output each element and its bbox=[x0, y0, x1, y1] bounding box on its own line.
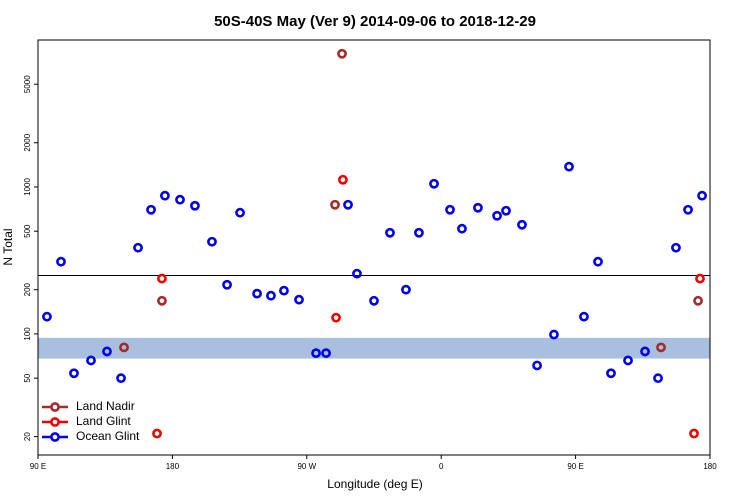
point bbox=[343, 199, 353, 210]
point bbox=[457, 223, 467, 234]
point bbox=[697, 190, 707, 201]
point bbox=[689, 428, 699, 439]
point bbox=[653, 373, 663, 384]
point bbox=[352, 268, 362, 279]
x-tick-label: 90 E bbox=[567, 462, 583, 471]
y-tick-label: 1000 bbox=[23, 178, 32, 196]
legend-marker bbox=[50, 432, 60, 442]
band bbox=[38, 337, 710, 359]
point bbox=[501, 205, 511, 216]
point bbox=[695, 273, 705, 284]
point bbox=[311, 348, 321, 359]
y-tick-label: 50 bbox=[23, 373, 32, 382]
point bbox=[56, 256, 66, 267]
y-tick-label: 20 bbox=[23, 432, 32, 441]
point bbox=[337, 48, 347, 59]
point bbox=[445, 204, 455, 215]
point bbox=[266, 290, 276, 301]
point bbox=[683, 204, 693, 215]
point bbox=[119, 342, 129, 353]
x-tick-label: 180 bbox=[703, 462, 717, 471]
legend-label: Ocean Glint bbox=[76, 429, 140, 443]
point bbox=[152, 428, 162, 439]
point bbox=[385, 227, 395, 238]
point bbox=[338, 174, 348, 185]
point bbox=[252, 288, 262, 299]
point bbox=[401, 284, 411, 295]
point bbox=[549, 329, 559, 340]
y-tick-label: 500 bbox=[23, 224, 32, 238]
y-axis-label: N Total bbox=[1, 228, 15, 265]
point bbox=[606, 368, 616, 379]
point bbox=[656, 342, 666, 353]
point bbox=[42, 311, 52, 322]
point bbox=[623, 355, 633, 366]
y-tick-label: 2000 bbox=[23, 133, 32, 151]
point bbox=[532, 360, 542, 371]
x-tick-label: 90 E bbox=[30, 462, 46, 471]
point bbox=[207, 236, 217, 247]
legend-marker bbox=[50, 417, 60, 427]
x-axis-label: Longitude (deg E) bbox=[327, 477, 422, 491]
point bbox=[160, 190, 170, 201]
point bbox=[235, 207, 245, 218]
point bbox=[157, 295, 167, 306]
point bbox=[429, 178, 439, 189]
point bbox=[294, 294, 304, 305]
point bbox=[517, 219, 527, 230]
plot-frame bbox=[37, 39, 711, 456]
x-tick-label: 90 W bbox=[297, 462, 316, 471]
point bbox=[593, 256, 603, 267]
point bbox=[102, 346, 112, 357]
point bbox=[279, 285, 289, 296]
point bbox=[133, 242, 143, 253]
point bbox=[671, 242, 681, 253]
point bbox=[564, 161, 574, 172]
y-tick-label: 100 bbox=[23, 327, 32, 341]
y-tick-label: 200 bbox=[23, 282, 32, 296]
point bbox=[369, 295, 379, 306]
point bbox=[69, 368, 79, 379]
point bbox=[492, 210, 502, 221]
point bbox=[330, 199, 340, 210]
point bbox=[146, 204, 156, 215]
point bbox=[693, 295, 703, 306]
point bbox=[86, 355, 96, 366]
point bbox=[331, 312, 341, 323]
legend-label: Land Nadir bbox=[76, 399, 135, 413]
x-tick-label: 0 bbox=[439, 462, 444, 471]
point bbox=[473, 202, 483, 213]
point bbox=[222, 279, 232, 290]
legend-label: Land Glint bbox=[76, 414, 131, 428]
y-tick-label: 5000 bbox=[23, 75, 32, 93]
x-tick-label: 180 bbox=[166, 462, 180, 471]
point bbox=[579, 311, 589, 322]
chart-title: 50S-40S May (Ver 9) 2014-09-06 to 2018-1… bbox=[214, 13, 536, 30]
point bbox=[116, 373, 126, 384]
point bbox=[190, 200, 200, 211]
legend-marker bbox=[50, 402, 60, 412]
point bbox=[640, 346, 650, 357]
point bbox=[414, 227, 424, 238]
point bbox=[321, 348, 331, 359]
point bbox=[157, 273, 167, 284]
point bbox=[175, 194, 185, 205]
